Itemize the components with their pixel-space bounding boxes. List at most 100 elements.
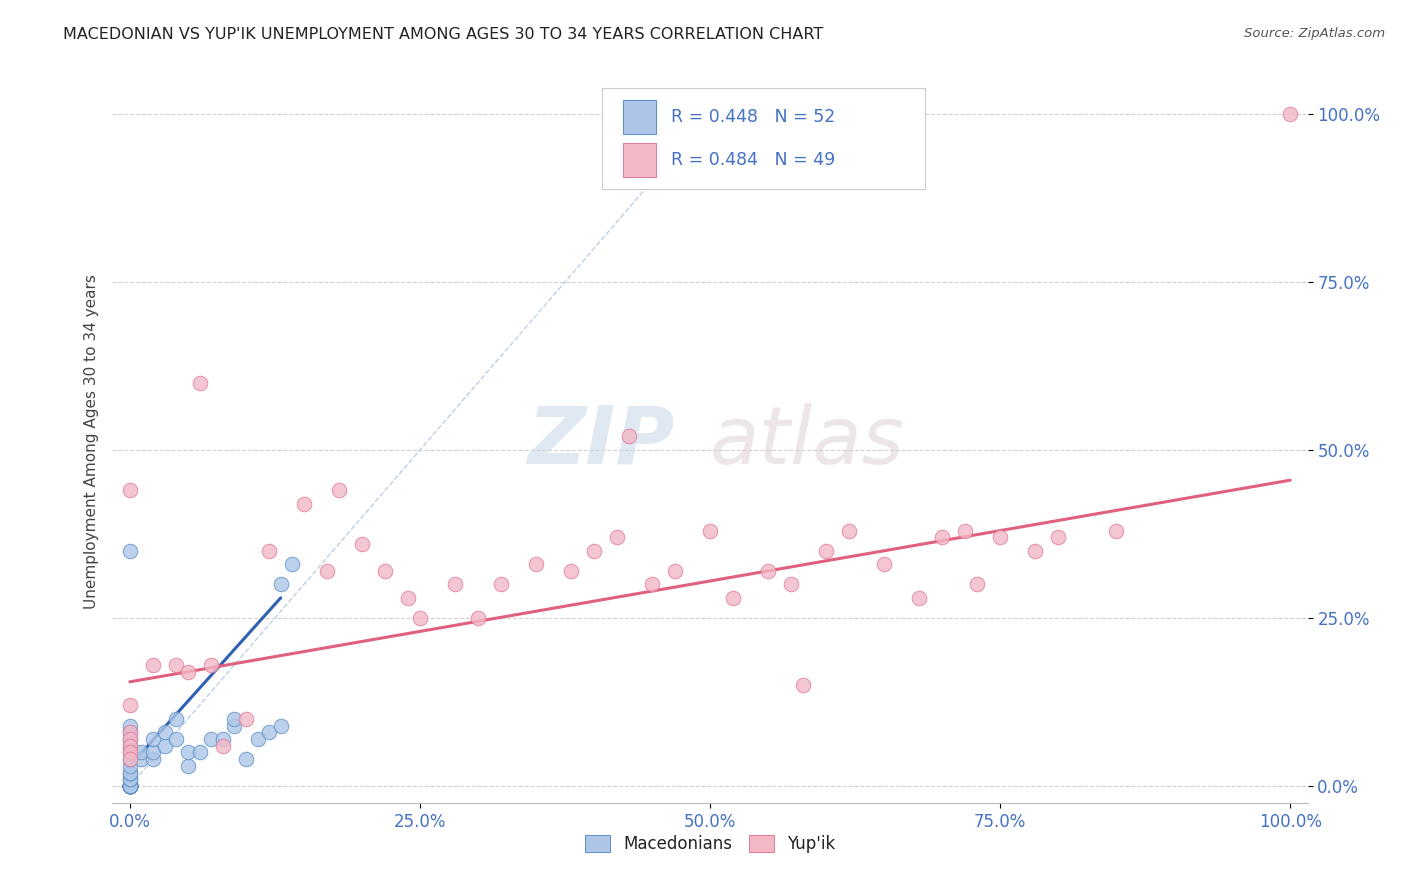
Point — [467, 611, 489, 625]
Point — [118, 779, 141, 793]
Bar — [623, 100, 657, 134]
Point — [200, 731, 222, 746]
Point — [873, 558, 896, 572]
Point — [118, 725, 141, 739]
Point — [118, 731, 141, 746]
Point — [582, 543, 605, 558]
Point — [118, 739, 141, 753]
Point — [118, 772, 141, 787]
Point — [118, 779, 141, 793]
Point — [524, 558, 547, 572]
Point — [165, 731, 187, 746]
Point — [118, 779, 141, 793]
Point — [118, 745, 141, 759]
Point — [723, 591, 745, 605]
Point — [142, 752, 165, 766]
Point — [699, 524, 721, 538]
Point — [153, 725, 176, 739]
Point — [142, 731, 165, 746]
Point — [617, 429, 640, 443]
Point — [211, 731, 233, 746]
Point — [641, 577, 664, 591]
Point — [966, 577, 988, 591]
Point — [211, 739, 233, 753]
Point — [118, 752, 141, 766]
Point — [815, 543, 838, 558]
Text: MACEDONIAN VS YUP'IK UNEMPLOYMENT AMONG AGES 30 TO 34 YEARS CORRELATION CHART: MACEDONIAN VS YUP'IK UNEMPLOYMENT AMONG … — [63, 27, 824, 42]
Point — [224, 712, 246, 726]
Point — [560, 564, 582, 578]
Point — [118, 772, 141, 787]
Point — [118, 698, 141, 713]
Point — [118, 739, 141, 753]
Point — [188, 745, 211, 759]
Point — [838, 524, 860, 538]
Point — [606, 530, 628, 544]
Point — [1279, 107, 1302, 121]
Point — [118, 779, 141, 793]
Point — [118, 765, 141, 780]
Point — [177, 665, 200, 679]
Point — [224, 718, 246, 732]
Point — [1024, 543, 1046, 558]
Point — [1047, 530, 1070, 544]
Text: ZIP: ZIP — [527, 402, 675, 481]
Point — [118, 718, 141, 732]
Point — [153, 739, 176, 753]
Point — [118, 779, 141, 793]
Point — [142, 658, 165, 673]
Point — [165, 712, 187, 726]
Point — [1105, 524, 1128, 538]
Point — [118, 725, 141, 739]
Point — [780, 577, 803, 591]
Point — [988, 530, 1011, 544]
Text: R = 0.448   N = 52: R = 0.448 N = 52 — [671, 108, 835, 126]
Point — [118, 779, 141, 793]
Point — [118, 779, 141, 793]
Point — [489, 577, 512, 591]
Point — [118, 731, 141, 746]
Point — [118, 779, 141, 793]
Point — [118, 779, 141, 793]
Point — [118, 745, 141, 759]
Point — [235, 752, 257, 766]
Point — [118, 759, 141, 773]
Point — [328, 483, 350, 498]
Point — [177, 759, 200, 773]
Point — [396, 591, 419, 605]
Point — [409, 611, 432, 625]
Point — [257, 543, 280, 558]
Text: atlas: atlas — [710, 402, 905, 481]
Y-axis label: Unemployment Among Ages 30 to 34 years: Unemployment Among Ages 30 to 34 years — [83, 274, 98, 609]
Point — [281, 558, 304, 572]
Point — [131, 752, 153, 766]
Point — [292, 497, 315, 511]
Legend: Macedonians, Yup'ik: Macedonians, Yup'ik — [578, 828, 842, 860]
Text: R = 0.484   N = 49: R = 0.484 N = 49 — [671, 151, 835, 169]
Point — [118, 779, 141, 793]
FancyBboxPatch shape — [603, 87, 925, 189]
Point — [200, 658, 222, 673]
Point — [131, 745, 153, 759]
Point — [270, 718, 292, 732]
Point — [118, 779, 141, 793]
Point — [118, 779, 141, 793]
Point — [177, 745, 200, 759]
Point — [188, 376, 211, 390]
Point — [235, 712, 257, 726]
Point — [118, 779, 141, 793]
Point — [350, 537, 373, 551]
Point — [118, 779, 141, 793]
Point — [316, 564, 339, 578]
Point — [142, 745, 165, 759]
Point — [118, 483, 141, 498]
Point — [118, 779, 141, 793]
Point — [246, 731, 269, 746]
Point — [931, 530, 953, 544]
Bar — [623, 143, 657, 177]
Text: Source: ZipAtlas.com: Source: ZipAtlas.com — [1244, 27, 1385, 40]
Point — [792, 678, 814, 692]
Point — [165, 658, 187, 673]
Point — [443, 577, 465, 591]
Point — [118, 779, 141, 793]
